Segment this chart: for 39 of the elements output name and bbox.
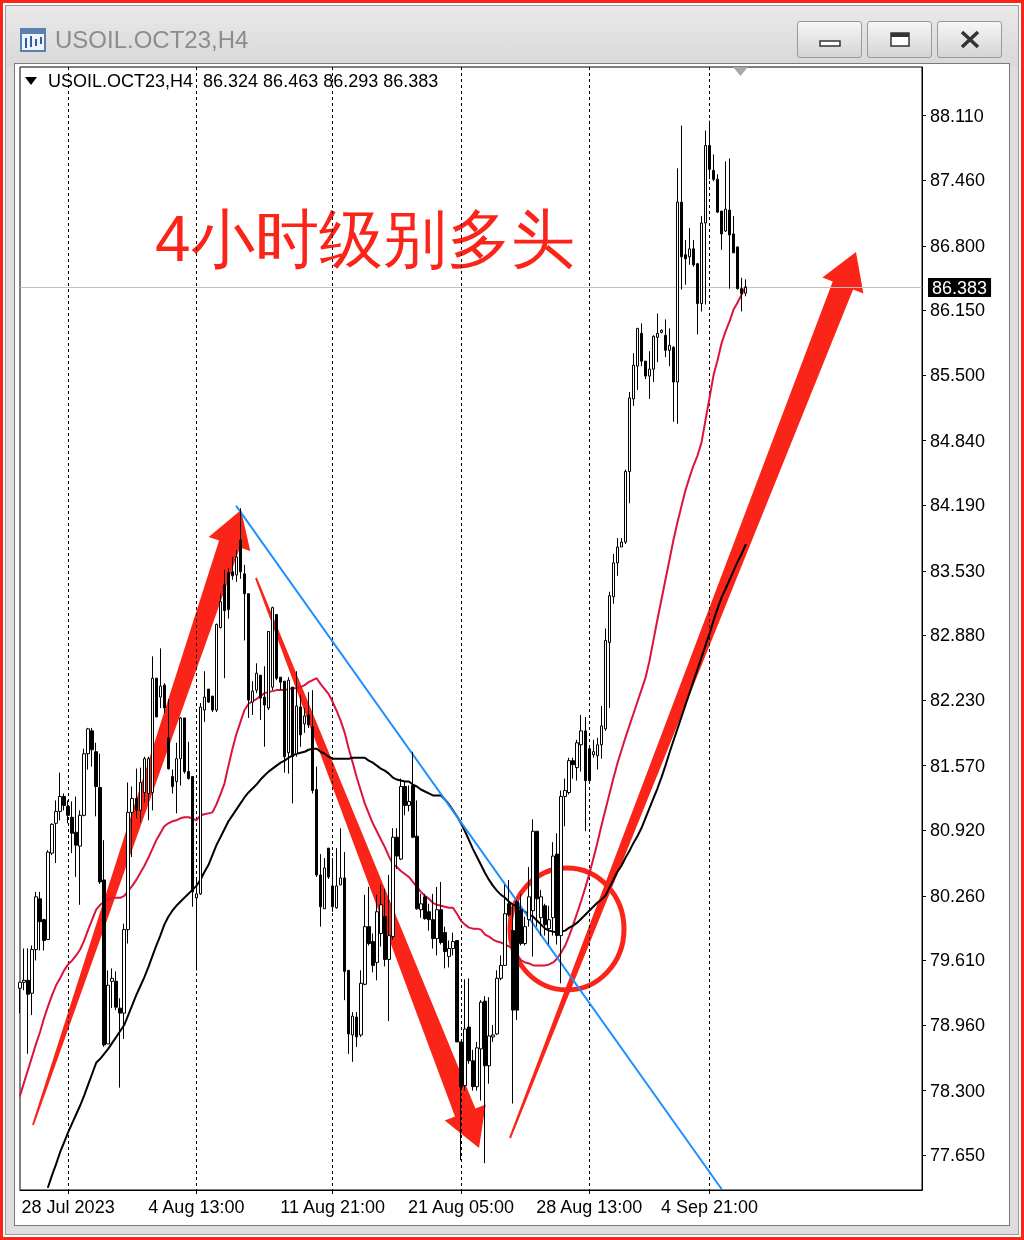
y-tick-label: 86.150 [930, 300, 986, 321]
x-tick-label: 4 Aug 13:00 [148, 1197, 245, 1217]
candlestick [223, 569, 226, 679]
y-tick-label: 78.300 [930, 1080, 986, 1101]
y-tick-label: 85.500 [930, 365, 986, 386]
y-tick-label: 82.230 [930, 690, 986, 711]
y-tick-label: 84.190 [930, 495, 986, 516]
line-series [19, 285, 747, 1097]
ref-line-label: 86.383 [932, 277, 988, 298]
chart-title: USOIL.OCT23,H4 [55, 26, 249, 54]
candlestick [283, 680, 286, 774]
candlestick [660, 328, 663, 334]
candlestick [167, 698, 170, 771]
x-tick-label: 11 Aug 21:00 [280, 1197, 386, 1217]
annotation: 4小时级别多头 [155, 203, 575, 275]
x-tick-label: 21 Aug 05:00 [407, 1197, 515, 1217]
x-tick-label: 28 Jul 2023 [21, 1197, 115, 1217]
y-tick-label: 81.570 [930, 755, 986, 776]
candlestick [728, 157, 731, 290]
y-tick-label: 88.110 [930, 105, 984, 126]
candlestick [26, 948, 30, 1055]
y-tick-label: 84.840 [930, 430, 986, 451]
x-tick-label: 28 Aug 13:00 [536, 1197, 643, 1217]
y-tick-label: 78.960 [930, 1015, 986, 1036]
y-tick-label: 80.260 [930, 885, 986, 906]
y-tick-label: 87.460 [930, 170, 986, 191]
candlestick [239, 507, 242, 580]
y-tick-label: 77.650 [930, 1145, 986, 1166]
y-tick-label: 80.920 [930, 820, 986, 841]
y-tick-label: 79.610 [930, 950, 986, 971]
x-tick-label: 4 Sep 21:00 [660, 1197, 759, 1217]
y-tick-label: 83.530 [930, 560, 986, 581]
candlestick [483, 995, 487, 1164]
candlestick [435, 886, 439, 956]
candlestick [307, 691, 310, 729]
chart-subtitle: USOIL.OCT23,H4 86.324 86.463 86.293 86.383 [48, 70, 439, 92]
y-tick-label: 82.880 [930, 625, 986, 646]
candlestick [531, 818, 535, 957]
y-tick-label: 86.800 [930, 235, 986, 256]
